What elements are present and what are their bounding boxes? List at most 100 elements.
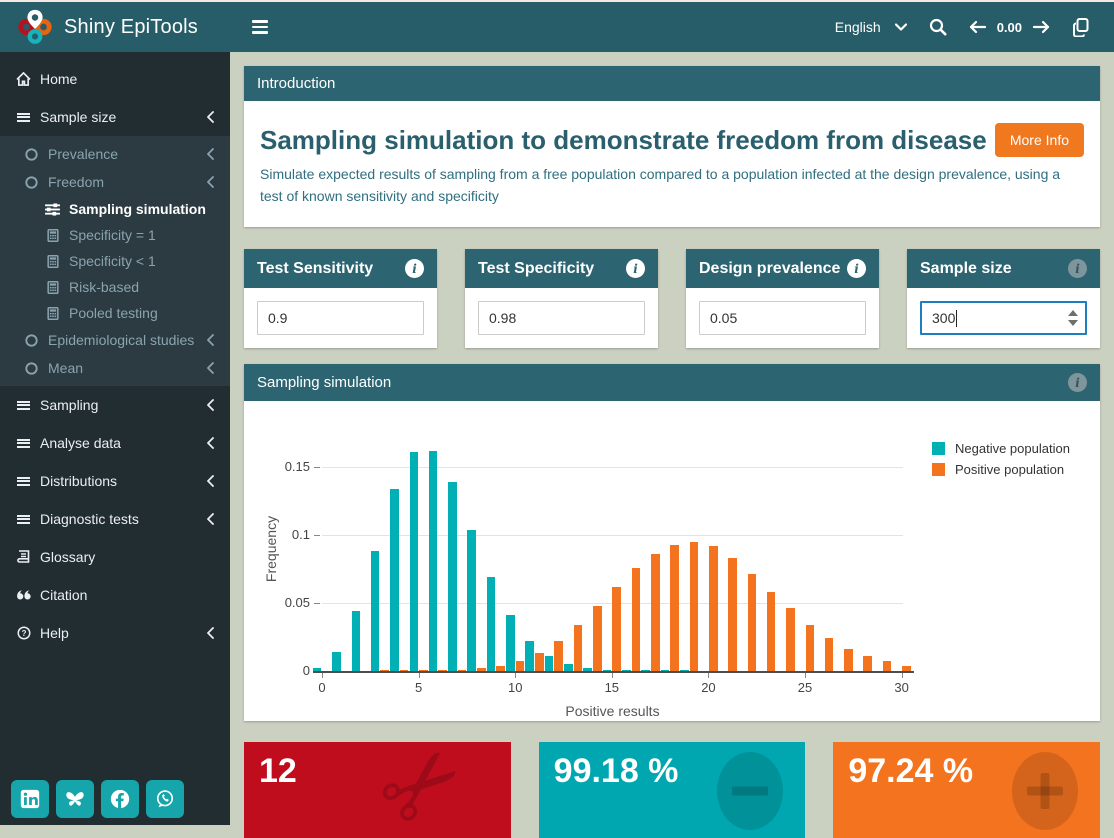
value-box: 97.24 %: [833, 742, 1100, 838]
sidebar-item-sampling-simulation[interactable]: Sampling simulation: [0, 196, 230, 222]
more-info-button[interactable]: More Info: [994, 123, 1084, 157]
negative-bar: [486, 577, 496, 672]
page-description: Simulate expected results of sampling fr…: [260, 166, 1061, 204]
counter-value: 0.00: [996, 19, 1022, 35]
bar-group-x22: [738, 431, 757, 672]
positive-bar: [844, 649, 853, 672]
sample-size-value: 300: [932, 310, 956, 327]
negative-bar: [370, 551, 380, 672]
sidebar-item-citation[interactable]: Citation: [0, 576, 230, 614]
arrow-left-icon[interactable]: [969, 20, 987, 34]
x-tick-label: 15: [604, 680, 620, 696]
language-label: English: [834, 19, 881, 35]
top-navbar: Shiny EpiTools English 0.00: [0, 0, 1114, 52]
y-tick-label: 0.15: [284, 459, 310, 475]
bar-group-x24: [777, 431, 795, 672]
sidebar-item-sampling[interactable]: Sampling: [0, 386, 230, 424]
main-content: Introduction More Info Sampling simulati…: [230, 52, 1114, 838]
circle-icon: [23, 175, 40, 189]
sample-size-input[interactable]: 300: [920, 301, 1087, 336]
positive-bar: [824, 638, 834, 672]
bar-group-x18: [660, 431, 679, 672]
sampling-simulation-panel: Sampling simulation i 0 0.05 0.1 0.15 0 5 10 15…: [244, 364, 1100, 722]
question-icon: ?: [15, 626, 32, 640]
y-tick: [314, 467, 320, 469]
test-sensitivity-card: Test Sensitivity i 0.9: [244, 249, 437, 349]
chevron-left-icon: [206, 148, 215, 160]
sidebar: Home Sample size Prevalence Freedom Sampling…: [0, 52, 230, 825]
sidebar-item-freedom[interactable]: Freedom: [0, 168, 230, 196]
facebook-link[interactable]: [101, 780, 139, 818]
design-prevalence-input[interactable]: 0.05: [699, 301, 866, 336]
chart-panel-title: Sampling simulation: [257, 374, 392, 392]
app-logo[interactable]: Shiny EpiTools: [0, 8, 230, 46]
sidebar-toggle-button[interactable]: [246, 14, 274, 40]
info-icon[interactable]: i: [847, 259, 866, 279]
bar-group-x25: [796, 431, 815, 672]
info-icon[interactable]: i: [1068, 373, 1087, 393]
sidebar-item-specificity-1[interactable]: Specificity < 1: [0, 248, 230, 274]
sidebar-item-glossary[interactable]: Glossary: [0, 538, 230, 576]
search-icon[interactable]: [929, 18, 947, 36]
sidebar-item-help[interactable]: ? Help: [0, 614, 230, 652]
minus-circle-icon: [717, 752, 784, 831]
sidebar-item-home[interactable]: Home: [0, 60, 230, 98]
whatsapp-icon: [154, 788, 176, 810]
negative-bar: [641, 670, 650, 672]
positive-bar: [477, 668, 486, 672]
chevron-left-icon: [206, 362, 215, 374]
positive-bar: [438, 670, 448, 672]
positive-bar: [380, 670, 390, 672]
positive-bar: [554, 641, 563, 672]
sample-size-card: Sample size i 300: [907, 249, 1100, 349]
bar-group-x23: [757, 431, 776, 672]
bluesky-link[interactable]: [56, 780, 94, 818]
negative-bar: [660, 670, 670, 672]
book-icon: [15, 550, 32, 564]
sidebar-item-analyse-data[interactable]: Analyse data: [0, 424, 230, 462]
sidebar-item-sample-size[interactable]: Sample size: [0, 98, 230, 136]
info-icon[interactable]: i: [405, 259, 424, 279]
sidebar-item-specificity-1[interactable]: Specificity = 1: [0, 222, 230, 248]
bar-group-x1: [332, 431, 350, 672]
legend-label: Positive population: [955, 462, 1065, 478]
number-spinner[interactable]: [1068, 303, 1078, 333]
linkedin-link[interactable]: [11, 780, 49, 818]
info-icon[interactable]: i: [1068, 259, 1087, 279]
copy-icon[interactable]: [1072, 17, 1090, 37]
bars-icon: [15, 399, 32, 411]
x-tick-label: 0: [318, 680, 326, 696]
value-box: 12 ✂: [244, 742, 511, 838]
bar-group-x15: [602, 431, 621, 672]
test-specificity-input[interactable]: 0.98: [478, 301, 645, 336]
bar-group-x29: [873, 431, 892, 672]
negative-bar: [622, 670, 631, 672]
sidebar-item-pooled-testing[interactable]: Pooled testing: [0, 300, 230, 326]
bars-icon: [15, 437, 32, 449]
value-box-number: 12: [259, 752, 297, 791]
chevron-left-icon: [206, 437, 215, 449]
sidebar-item-distributions[interactable]: Distributions: [0, 462, 230, 500]
info-icon[interactable]: i: [626, 259, 645, 279]
bar-group-x17: [641, 431, 660, 672]
sidebar-item-epidemiological-studies[interactable]: Epidemiological studies: [0, 326, 230, 354]
positive-bar: [612, 587, 621, 672]
negative-bar: [428, 451, 438, 672]
sidebar-item-mean[interactable]: Mean: [0, 354, 230, 386]
sidebar-item-diagnostic-tests[interactable]: Diagnostic tests: [0, 500, 230, 538]
design-prevalence-card-header: Design prevalence i: [686, 249, 879, 289]
negative-bar: [351, 611, 361, 672]
language-dropdown[interactable]: English: [835, 19, 907, 35]
whatsapp-link[interactable]: [146, 780, 184, 818]
arrow-right-icon[interactable]: [1032, 20, 1050, 34]
bar-group-x4: [390, 431, 409, 672]
y-tick-label: 0: [302, 663, 310, 679]
introduction-panel-header: Introduction: [244, 66, 1100, 101]
sidebar-item-prevalence[interactable]: Prevalence: [0, 136, 230, 168]
bar-group-x27: [835, 431, 853, 672]
social-links: [11, 780, 184, 818]
epitools-logo-icon: [16, 8, 54, 46]
bar-group-x26: [815, 431, 834, 672]
test-sensitivity-input[interactable]: 0.9: [257, 301, 424, 336]
sidebar-item-risk-based[interactable]: Risk-based: [0, 274, 230, 300]
